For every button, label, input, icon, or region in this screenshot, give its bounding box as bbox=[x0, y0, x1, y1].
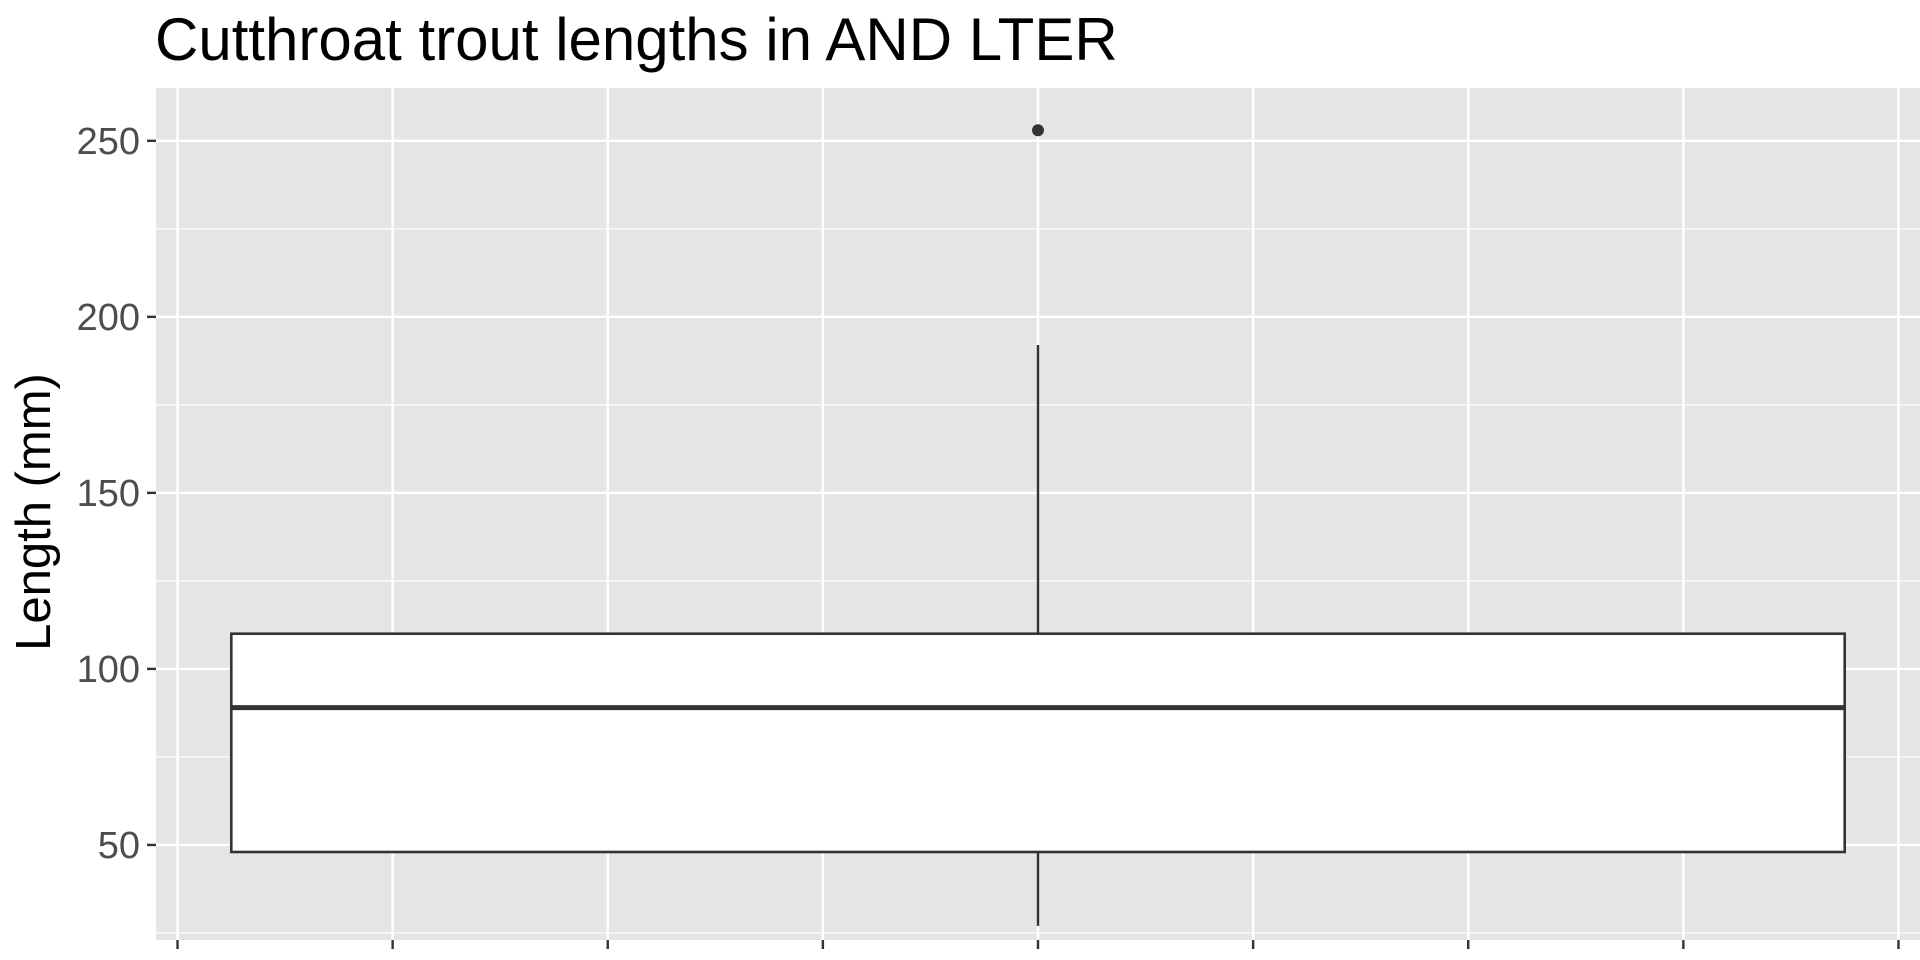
y-tick-label: 200 bbox=[77, 297, 140, 339]
outlier-point bbox=[1032, 124, 1044, 137]
box-iqr bbox=[229, 632, 1847, 854]
y-axis-label: Length (mm) bbox=[7, 373, 61, 651]
y-axis: 50 100 150 200 250 bbox=[77, 121, 1900, 949]
boxplot-box-group bbox=[229, 124, 1847, 926]
y-tick-label: 100 bbox=[77, 649, 140, 691]
chart-title: Cutthroat trout lengths in AND LTER bbox=[155, 6, 1118, 73]
y-tick-label: 50 bbox=[98, 825, 140, 867]
y-tick-label: 150 bbox=[77, 473, 140, 515]
y-tick-label: 250 bbox=[77, 121, 140, 163]
